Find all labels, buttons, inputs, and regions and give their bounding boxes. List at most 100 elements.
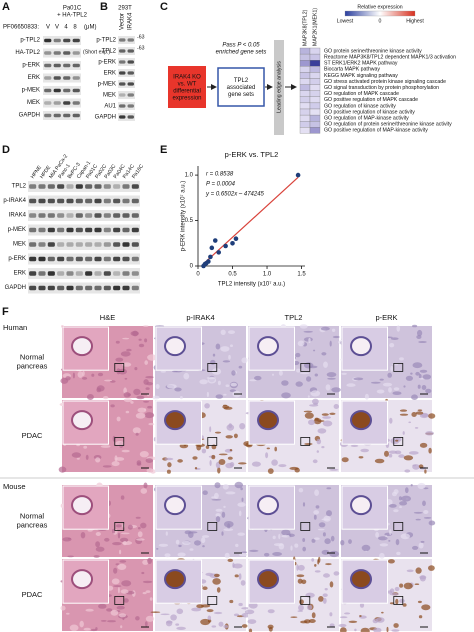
texture <box>110 404 115 408</box>
texture <box>359 615 362 617</box>
label: 0 <box>379 18 382 24</box>
texture <box>69 624 79 632</box>
texture <box>413 511 423 514</box>
blot <box>28 282 140 294</box>
texture <box>215 516 221 523</box>
line: associated <box>227 85 256 91</box>
band <box>47 285 55 291</box>
inset-cell <box>164 410 187 431</box>
band <box>57 242 65 247</box>
label: p-IRAK4 <box>3 198 26 204</box>
texture <box>225 384 230 388</box>
band <box>66 242 74 247</box>
band <box>53 101 61 105</box>
zoom-box <box>114 437 125 446</box>
texture <box>379 378 384 381</box>
band <box>38 242 46 247</box>
texture <box>223 393 227 396</box>
texture <box>324 538 331 545</box>
texture <box>382 382 393 387</box>
band <box>66 271 74 276</box>
texture <box>160 613 170 616</box>
label: GO regulation of MAPK cascade <box>324 91 399 97</box>
band <box>75 285 83 291</box>
texture <box>300 620 308 624</box>
texture <box>308 338 311 343</box>
heat-cell <box>309 84 321 91</box>
texture <box>405 487 409 494</box>
legend-gradient <box>344 10 416 17</box>
band <box>94 285 102 291</box>
band <box>113 198 121 204</box>
band <box>47 184 55 189</box>
texture <box>142 559 149 565</box>
texture <box>123 398 132 403</box>
band <box>44 113 52 118</box>
blot <box>118 36 135 44</box>
texture <box>418 615 423 619</box>
texture <box>394 586 400 592</box>
band <box>44 38 52 43</box>
heat-cell <box>309 96 321 104</box>
band <box>85 227 93 233</box>
blot <box>43 48 81 58</box>
texture <box>103 396 109 400</box>
texture <box>136 538 145 541</box>
blot <box>118 102 135 110</box>
texture <box>272 535 276 540</box>
texture <box>135 412 146 419</box>
band <box>75 227 83 233</box>
band <box>63 113 71 118</box>
texture <box>145 615 155 622</box>
texture <box>317 528 325 531</box>
texture <box>178 544 182 548</box>
band <box>131 198 139 204</box>
texture <box>143 325 149 327</box>
texture <box>211 454 216 460</box>
texture <box>123 392 131 398</box>
texture <box>389 417 393 424</box>
texture <box>136 460 142 465</box>
texture <box>170 614 177 621</box>
texture <box>237 532 245 536</box>
texture <box>399 413 409 416</box>
label: V <box>46 25 50 31</box>
texture <box>412 464 417 467</box>
blot <box>118 91 135 99</box>
label: p-TPL2 <box>20 38 40 44</box>
texture <box>104 537 110 542</box>
label: AU1 <box>104 104 116 110</box>
texture <box>85 608 94 612</box>
texture <box>388 453 393 458</box>
texture <box>278 370 283 376</box>
texture <box>415 567 422 574</box>
line: IRAK4 KO <box>173 74 201 80</box>
label: TPL2 intensity (x10⁷ a.u.) <box>218 281 285 288</box>
label: GAPDH <box>5 285 26 291</box>
texture <box>166 620 173 624</box>
texture <box>295 352 301 358</box>
texture <box>418 542 424 549</box>
texture <box>399 598 405 603</box>
heat-cell <box>299 127 311 134</box>
texture <box>156 548 159 550</box>
label: E <box>160 144 167 156</box>
texture <box>214 573 220 578</box>
band <box>122 271 130 276</box>
texture <box>205 445 210 449</box>
texture <box>233 613 240 617</box>
band <box>53 88 61 93</box>
zoom-box <box>114 363 125 372</box>
heat-cell <box>309 53 321 61</box>
texture <box>298 604 304 611</box>
texture <box>411 394 418 401</box>
texture <box>314 489 319 497</box>
texture <box>302 502 306 507</box>
texture <box>399 501 408 506</box>
label: -63 <box>137 45 145 51</box>
texture <box>143 408 147 411</box>
texture <box>329 468 339 471</box>
label: GO positive regulation of MAPK cascade <box>324 97 418 103</box>
texture <box>301 579 307 585</box>
band <box>63 38 71 43</box>
